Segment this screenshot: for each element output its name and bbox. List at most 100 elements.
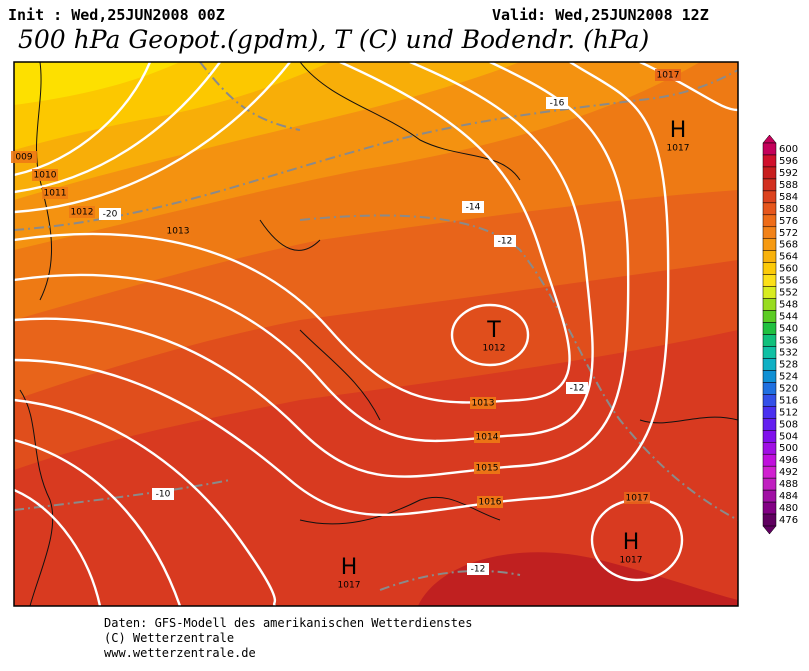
colorbar-swatch [762, 310, 777, 323]
colorbar-label: 532 [779, 347, 798, 358]
pressure-center-symbol: H [341, 555, 358, 580]
colorbar-swatch [762, 430, 777, 443]
isotherm [14, 69, 738, 231]
isobar [14, 438, 182, 606]
colorbar-cap [762, 134, 777, 144]
colorbar-swatch [762, 202, 777, 216]
colorbar-label: 600 [779, 144, 798, 155]
colorbar-label: 524 [779, 371, 798, 382]
colorbar-swatch [762, 453, 777, 467]
colorbar-swatch [762, 298, 777, 311]
colorbar-swatch [762, 465, 777, 479]
isobar [14, 62, 152, 177]
isobar-label-bg [32, 169, 58, 181]
colorbar-swatch [762, 154, 777, 168]
colorbar-label: 484 [779, 491, 798, 502]
isobar-label-bg [474, 431, 500, 443]
band [418, 552, 738, 606]
isobar [14, 62, 594, 443]
isobar [450, 303, 530, 367]
colorbar-swatch [762, 142, 777, 156]
colorbar-label: 560 [779, 264, 798, 275]
colorbar-label: 584 [779, 192, 798, 203]
colorbar-label: 516 [779, 395, 798, 406]
isotherm-label-bg [462, 201, 484, 213]
pressure-center-symbol: H [670, 118, 687, 143]
map-frame [13, 61, 739, 607]
footer-line: (C) Wetterzentrale [104, 631, 234, 645]
colorbar-swatch [762, 334, 777, 347]
isobar-label: 1012 [71, 208, 94, 218]
pressure-center-symbol: T [486, 318, 501, 343]
colorbar-label: 564 [779, 252, 798, 263]
isobar [14, 62, 630, 478]
isotherm-label-bg [494, 235, 516, 247]
colorbar-label: 544 [779, 312, 798, 323]
init-time: Init : Wed,25JUN2008 00Z [8, 6, 225, 24]
colorbar-swatch [762, 238, 777, 251]
colorbar-label: 540 [779, 324, 798, 335]
isotherm-label-bg [546, 97, 568, 109]
colorbar-swatch [762, 226, 777, 240]
map-area [14, 62, 738, 606]
colorbar-swatch [762, 190, 777, 204]
isobar-label: 1014 [476, 433, 499, 443]
isotherm [14, 479, 231, 511]
pressure-center-value: 1012 [483, 344, 506, 354]
isobar-label-bg [42, 187, 68, 199]
colorbar-swatch [762, 394, 777, 407]
isotherm-label: -12 [570, 384, 585, 394]
footer-line: www.wetterzentrale.de [104, 646, 256, 660]
colorbar-cap [762, 525, 777, 535]
isobar-label: 1010 [34, 171, 57, 181]
isobar-label-bg [474, 462, 500, 474]
valid-time: Valid: Wed,25JUN2008 12Z [492, 6, 709, 24]
band [14, 62, 180, 105]
colorbar-swatch [762, 477, 777, 491]
isobar-label-bg [470, 397, 496, 409]
colorbar-label: 548 [779, 300, 798, 311]
isobar-label: 1015 [476, 464, 499, 474]
colorbar-label: 596 [779, 156, 798, 167]
colorbar-swatch [762, 262, 777, 275]
colorbar-label: 488 [779, 479, 798, 490]
isotherm-label: -12 [471, 565, 486, 575]
isotherm [379, 570, 521, 591]
colorbar-swatch [762, 370, 777, 383]
colorbar-label: 480 [779, 503, 798, 514]
isobar [14, 398, 277, 606]
isobar-label-bg [165, 225, 191, 237]
colorbar-label: 556 [779, 276, 798, 287]
colorbar-label: 568 [779, 240, 798, 251]
isobar-label: 1017 [626, 494, 649, 504]
isobar [14, 62, 571, 404]
isobar [14, 488, 102, 606]
colorbar-label: 588 [779, 180, 798, 191]
pressure-center-value: 1017 [667, 144, 690, 154]
map-title: 500 hPa Geopot.(gpdm), T (C) und Bodendr… [18, 25, 649, 54]
isotherm-label-bg [566, 382, 588, 394]
colorbar-label: 536 [779, 336, 798, 347]
isobar-label: 1017 [657, 71, 680, 81]
isotherm-label: -20 [103, 210, 118, 220]
colorbar-swatch [762, 513, 777, 527]
isotherm-label: -10 [156, 490, 171, 500]
isobar-label-bg [477, 496, 503, 508]
isotherm-label-bg [152, 488, 174, 500]
isotherm-label-bg [467, 563, 489, 575]
colorbar-swatch [762, 358, 777, 371]
isobar [14, 62, 221, 194]
footer-line: Daten: GFS-Modell des amerikanischen Wet… [104, 616, 472, 630]
isotherm-label: -14 [466, 203, 481, 213]
pressure-center-value: 1017 [338, 581, 361, 591]
colorbar-swatch [762, 214, 777, 228]
colorbar-label: 476 [779, 515, 798, 526]
colorbar-label: 512 [779, 407, 798, 418]
pressure-center-value: 1017 [620, 556, 643, 566]
colorbar-swatch [762, 501, 777, 515]
colorbar-swatch [762, 406, 777, 419]
isotherm-label: -12 [498, 237, 513, 247]
isobar-label: 1013 [472, 399, 495, 409]
isobar-label-bg [655, 69, 681, 81]
